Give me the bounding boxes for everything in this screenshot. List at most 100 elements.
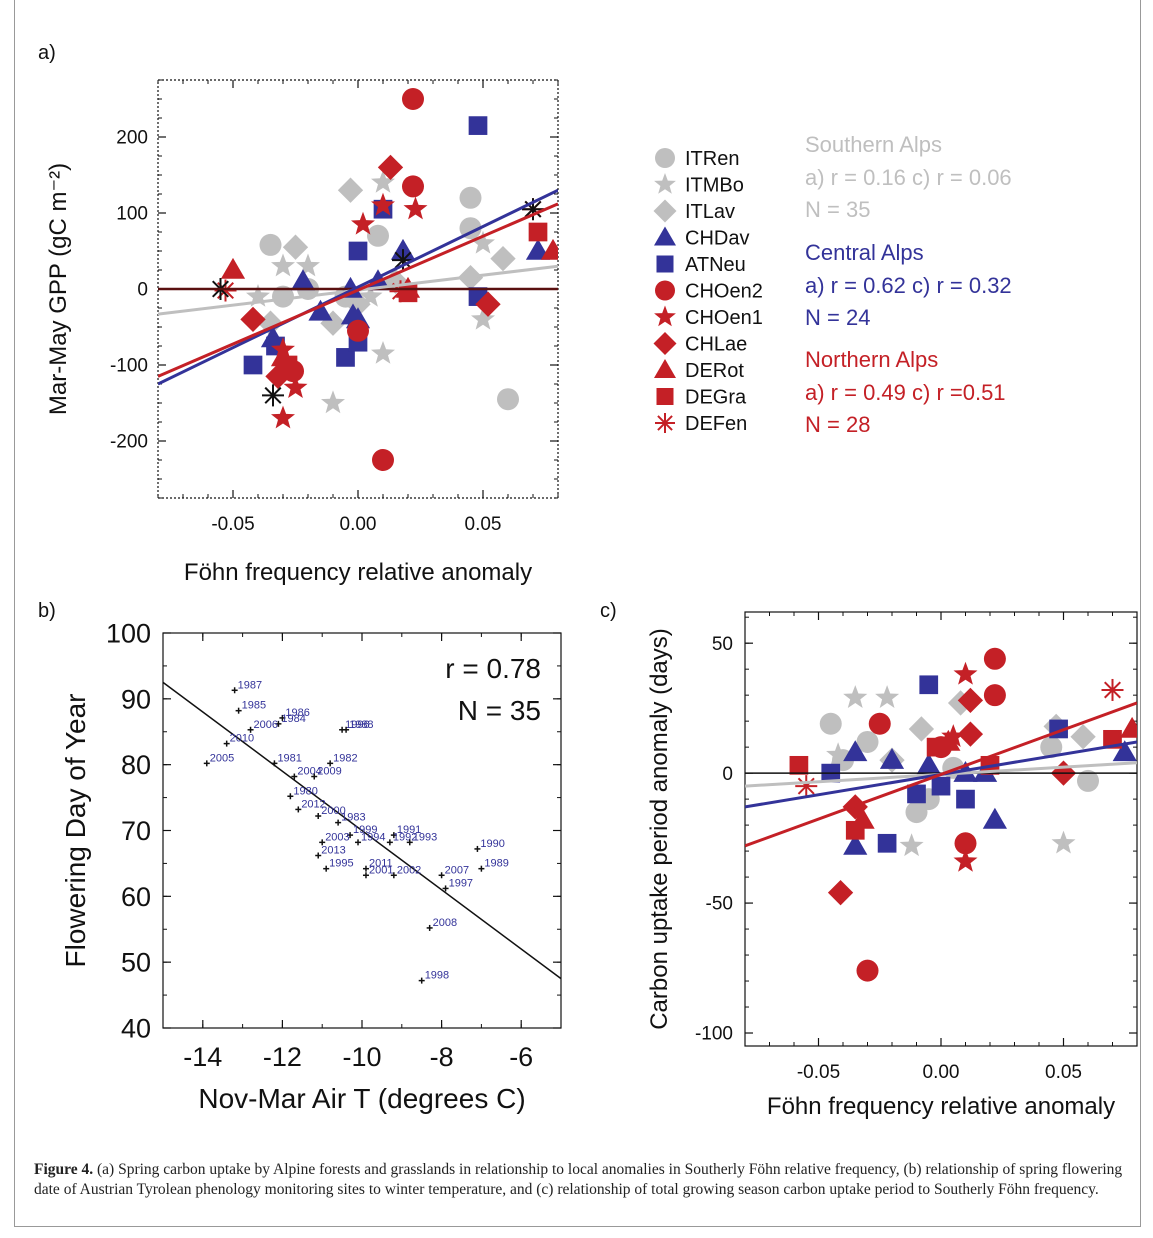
marker-itlav: [490, 245, 516, 272]
marker-degra: [845, 820, 865, 840]
marker-degra: [789, 755, 809, 775]
marker-choen1: [351, 211, 375, 235]
legend-label-chlae: CHLae: [685, 334, 747, 356]
point-label: 2006: [254, 719, 278, 731]
y-tick-label: -100: [695, 1024, 733, 1045]
point-label: 1995: [329, 858, 353, 870]
x-tick-label: -0.05: [211, 514, 254, 535]
marker-itmbo: [471, 306, 495, 330]
marker-choen2: [983, 647, 1006, 670]
legend-label-defen: DEFen: [685, 413, 747, 435]
point-label: 2013: [321, 845, 345, 857]
marker-degra: [528, 222, 548, 242]
fit-line-northern: [745, 701, 1137, 848]
region-n: N = 28: [805, 412, 870, 437]
marker-itmbo: [826, 742, 851, 766]
marker-itmbo: [1051, 830, 1076, 854]
marker-choen1: [283, 375, 308, 398]
y-axis-label: Mar-May GPP (gC m⁻²): [45, 163, 72, 415]
marker-derot: [540, 238, 558, 260]
marker-choen2: [983, 684, 1006, 707]
point-label: 1980: [293, 785, 317, 797]
x-axis-label: Nov-Mar Air T (degrees C): [198, 1083, 525, 1114]
point-label: 1984: [281, 713, 305, 725]
marker-itren: [819, 712, 842, 735]
marker-chlae: [377, 154, 404, 181]
marker-itren: [1077, 769, 1099, 792]
point-label: 1992: [393, 831, 417, 843]
marker-choen2: [402, 88, 424, 110]
point-label: 2004: [297, 766, 321, 778]
marker-choen1: [953, 661, 978, 685]
legend-label-itlav: ITLav: [685, 201, 735, 223]
x-tick-label: -8: [430, 1042, 454, 1072]
fit-line: [162, 681, 562, 980]
legend-label-itmbo: ITMBo: [685, 175, 744, 197]
marker-defen: [1101, 678, 1124, 701]
region-n: N = 35: [805, 197, 870, 222]
point-label: 1991: [397, 824, 421, 836]
point-label: 1985: [242, 700, 266, 712]
fit-line-northern: [158, 202, 558, 378]
point-label: 1994: [361, 831, 385, 843]
marker-atneu: [468, 116, 488, 135]
region-title: Northern Alps: [805, 347, 938, 372]
marker-itlav: [908, 716, 935, 742]
point-label: 2005: [210, 752, 234, 764]
marker-choen1: [403, 196, 428, 220]
legend-marker-defen: [655, 413, 675, 433]
region-n: N = 24: [805, 305, 870, 330]
panel-c-label: c): [600, 600, 617, 622]
marker-chlae: [475, 291, 501, 317]
region-title: Central Alps: [805, 240, 924, 265]
legend-label-itren: ITRen: [685, 148, 739, 170]
marker-itmbo: [321, 390, 345, 414]
plot-area: [158, 88, 558, 471]
marker-atneu: [956, 789, 975, 809]
plot-area: [745, 647, 1137, 982]
point-label: 1986: [285, 707, 309, 719]
marker-choen1: [271, 405, 295, 429]
y-tick-label: -50: [706, 894, 733, 915]
legend-marker-atneu: [656, 255, 674, 273]
marker-atneu: [877, 833, 897, 853]
panel-b-chart: -14 -12 -10 -8 -6 40 50 60 70 80 90 100 Nov-Mar Air …: [60, 618, 562, 1114]
point-label: 1983: [341, 812, 365, 824]
y-axis-label: Carbon uptake period anomaly (days): [646, 628, 673, 1030]
marker-atneu: [919, 675, 939, 695]
y-tick-label: 90: [121, 684, 151, 714]
marker-itmbo: [371, 341, 395, 364]
y-tick-label: 200: [116, 128, 148, 149]
point-label: 1989: [484, 858, 508, 870]
marker-atneu: [243, 355, 263, 375]
marker-chdav: [843, 740, 868, 762]
marker-degra: [278, 355, 298, 375]
caption-text: (a) Spring carbon uptake by Alpine fores…: [34, 1161, 1123, 1198]
point-label: 2000: [321, 805, 345, 817]
annotation-r: r = 0.78: [445, 653, 541, 684]
marker-choen2: [347, 319, 369, 342]
marker-itlav: [1070, 724, 1096, 750]
marker-derot: [1120, 716, 1137, 738]
x-tick-label: 0.05: [1045, 1062, 1082, 1083]
marker-itlav: [320, 310, 346, 336]
marker-chdav: [1112, 740, 1137, 762]
marker-itlav: [282, 234, 309, 260]
marker-chlae: [957, 687, 984, 714]
marker-itren: [367, 224, 389, 247]
point-label: 1982: [333, 752, 357, 764]
marker-itmbo: [843, 685, 868, 708]
marker-itmbo: [875, 685, 900, 708]
marker-chlae: [957, 721, 984, 747]
y-tick-label: 50: [121, 948, 151, 978]
y-tick-label: 100: [116, 204, 148, 225]
marker-chlae: [240, 306, 266, 333]
marker-choen1: [953, 848, 978, 872]
x-axis-label: Föhn frequency relative anomaly: [184, 559, 532, 586]
marker-chdav: [843, 833, 868, 855]
marker-itren: [856, 730, 879, 753]
y-tick-label: 80: [121, 750, 151, 780]
legend-marker-choen1: [654, 305, 676, 327]
marker-itmbo: [471, 230, 495, 254]
legend-label-choen1: CHOen1: [685, 307, 763, 329]
